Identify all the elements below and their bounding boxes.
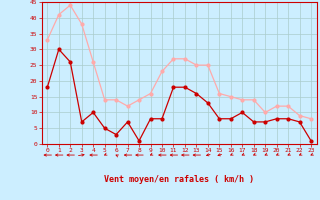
Text: Vent moyen/en rafales ( km/h ): Vent moyen/en rafales ( km/h ) xyxy=(104,175,254,184)
